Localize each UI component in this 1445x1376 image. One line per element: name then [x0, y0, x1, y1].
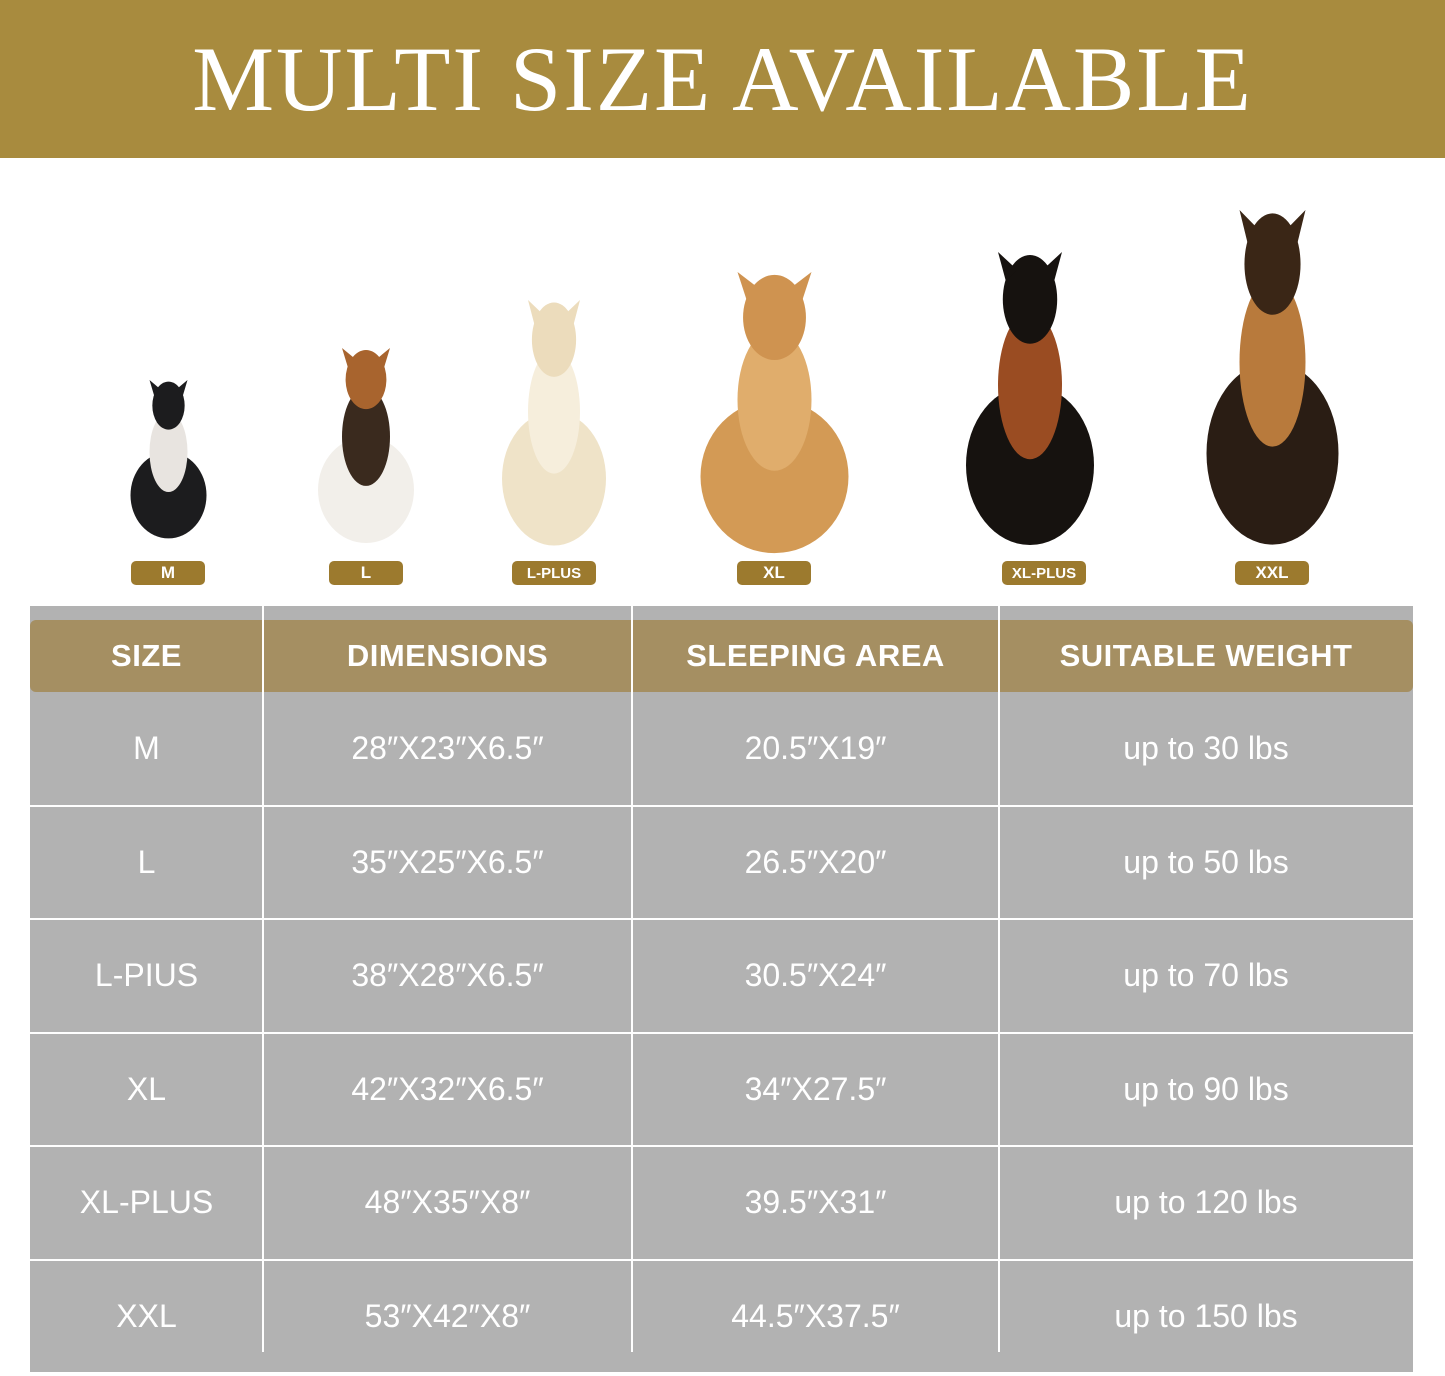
row-divider: [30, 1145, 1413, 1147]
weight-cell: up to 90 lbs: [1123, 1070, 1289, 1107]
row-divider: [30, 804, 1413, 807]
column-header: SUITABLE WEIGHT: [1059, 638, 1353, 673]
golden-retriever-icon: [700, 272, 848, 554]
row-divider: [30, 1258, 1413, 1261]
sleeping-area-cell: 44.5″X37.5″: [731, 1297, 900, 1334]
column-header: DIMENSIONS: [346, 638, 549, 673]
weight-cell: up to 150 lbs: [1114, 1297, 1298, 1334]
table-header: [30, 620, 1413, 692]
size-table: SIZE DIMENSIONS SLEEPING AREA SUITABLE WEIG…: [30, 606, 1413, 1372]
labrador-icon: [502, 300, 606, 546]
sleeping-area-cell: 39.5″X31″: [744, 1184, 887, 1221]
size-cell: L: [137, 843, 156, 880]
size-cell: M: [133, 730, 160, 767]
column-header: SIZE: [111, 638, 182, 673]
german-shepherd-icon: [1206, 210, 1338, 545]
sleeping-area-cell: 26.5″X20″: [744, 843, 887, 880]
size-badge: M: [131, 561, 205, 585]
row-divider: [30, 1031, 1413, 1034]
size-badge: XL: [737, 561, 811, 585]
size-cell: XL: [126, 1070, 167, 1107]
dimensions-cell: 42″X32″X6.5″: [351, 1070, 544, 1107]
dimensions-cell: 35″X25″X6.5″: [351, 843, 544, 880]
weight-cell: up to 30 lbs: [1123, 730, 1289, 767]
column-divider: [631, 606, 633, 1352]
size-badge: L: [329, 561, 403, 585]
beagle-icon: [318, 348, 414, 544]
sleeping-area-cell: 30.5″X24″: [744, 957, 887, 994]
column-header: SLEEPING AREA: [686, 638, 945, 673]
title-banner: MULTI SIZE AVAILABLE: [0, 0, 1445, 158]
size-cell: XXL: [116, 1297, 177, 1334]
size-badge: XXL: [1235, 561, 1309, 585]
size-cell: L-PIUS: [94, 957, 199, 994]
size-badge: XL-PLUS: [1002, 561, 1086, 585]
column-divider: [262, 606, 264, 1352]
size-cell: XL-PLUS: [79, 1184, 214, 1221]
sleeping-area-cell: 34″X27.5″: [744, 1070, 887, 1107]
sleeping-area-cell: 20.5″X19″: [744, 730, 887, 767]
dimensions-cell: 28″X23″X6.5″: [351, 730, 544, 767]
size-badge: L-PLUS: [512, 561, 596, 585]
weight-cell: up to 120 lbs: [1114, 1184, 1298, 1221]
banner-title: MULTI SIZE AVAILABLE: [192, 28, 1253, 130]
dimensions-cell: 48″X35″X8″: [364, 1184, 531, 1221]
row-divider: [30, 918, 1413, 920]
dimensions-cell: 38″X28″X6.5″: [351, 957, 544, 994]
french-bulldog-icon: [130, 380, 206, 539]
doberman-icon: [966, 252, 1094, 546]
dimensions-cell: 53″X42″X8″: [364, 1297, 531, 1334]
weight-cell: up to 50 lbs: [1123, 843, 1289, 880]
weight-cell: up to 70 lbs: [1123, 957, 1289, 994]
column-divider: [998, 606, 1000, 1352]
